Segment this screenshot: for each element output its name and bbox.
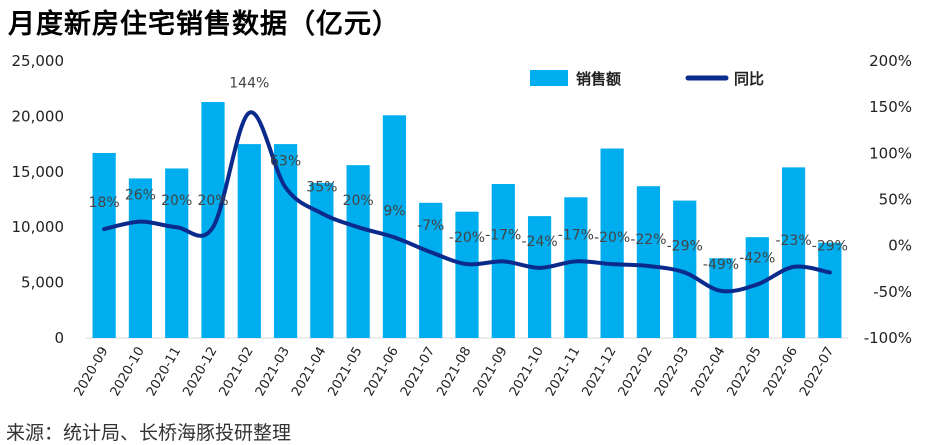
bar (201, 101, 225, 338)
data-label: -23% (775, 233, 811, 249)
data-label: 35% (306, 179, 337, 195)
data-label: -29% (812, 238, 848, 254)
data-label: 20% (197, 193, 228, 209)
bar (346, 165, 370, 338)
bar (455, 211, 479, 338)
bar-series (92, 101, 842, 339)
data-label: -22% (630, 232, 666, 248)
bar (818, 242, 842, 338)
x-tick-label: 2021-08 (434, 345, 474, 400)
data-label: -49% (703, 257, 739, 273)
data-label: 18% (89, 195, 120, 211)
data-label: -20% (449, 230, 485, 246)
y-right-tick-label: 150% (869, 98, 912, 116)
y-left-tick-label: 15,000 (12, 163, 65, 181)
bar (382, 115, 407, 339)
y-left-tick-label: 25,000 (12, 52, 65, 70)
chart-title: 月度新房住宅销售数据（亿元） (8, 9, 400, 40)
data-label: -24% (521, 234, 557, 250)
x-tick-label: 2021-05 (325, 345, 365, 400)
bar (527, 216, 552, 338)
data-label: -17% (485, 227, 521, 243)
data-label: 26% (125, 188, 156, 204)
x-tick-label: 2021-03 (253, 345, 293, 400)
x-tick-label: 2020-12 (180, 345, 220, 400)
bar (564, 197, 588, 338)
x-tick-label: 2020-11 (144, 345, 184, 400)
legend: 销售额 同比 (530, 70, 764, 88)
x-tick-label: 2022-03 (652, 345, 692, 400)
x-tick-label: 2021-10 (507, 345, 547, 400)
x-tick-label: 2022-07 (797, 345, 837, 400)
y-right-tick-label: 50% (879, 191, 912, 209)
data-label: -29% (667, 238, 703, 254)
x-tick-label: 2022-05 (725, 345, 765, 400)
x-tick-label: 2021-11 (543, 345, 583, 400)
x-tick-label: 2021-04 (289, 345, 329, 400)
y-left-tick-label: 0 (54, 329, 64, 347)
data-labels: 18% 26% 20% 20%144%63%35%20%9%-7%-20% -17% -2… (89, 76, 848, 273)
bar (673, 200, 697, 338)
y-left-tick-label: 5,000 (21, 274, 64, 292)
x-tick-label: 2021-07 (398, 345, 438, 400)
x-tick-label: 2021-02 (217, 345, 257, 400)
chart-source: 来源：统计局、长桥海豚投研整理 (6, 422, 292, 444)
data-label: 144% (229, 76, 269, 92)
bar (600, 148, 624, 338)
x-tick-label: 2022-02 (616, 345, 656, 400)
bar (419, 202, 443, 338)
data-label: -7% (417, 218, 444, 234)
legend-swatch-bar (530, 70, 568, 86)
y-left-tick-label: 20,000 (12, 107, 65, 125)
data-label: 20% (161, 193, 192, 209)
bar (165, 168, 189, 338)
y-left-tick-label: 10,000 (12, 218, 65, 236)
x-tick-label: 2021-09 (471, 345, 511, 400)
data-label: -20% (594, 230, 630, 246)
x-tick-label: 2020-10 (108, 345, 148, 400)
x-tick-label: 2022-04 (688, 345, 728, 400)
bar (745, 237, 769, 338)
y-right-tick-label: 200% (869, 52, 912, 70)
bar (709, 258, 733, 338)
y-right-tick-label: -50% (873, 283, 912, 301)
x-tick-label: 2020-09 (71, 345, 111, 400)
y-right-tick-label: 0% (888, 237, 912, 255)
data-label: -42% (739, 250, 775, 266)
bar (92, 152, 116, 338)
bar (128, 178, 153, 338)
legend-label-line: 同比 (734, 70, 764, 88)
y-right-tick-label: 100% (869, 144, 912, 162)
line-series (102, 110, 832, 294)
bar (781, 167, 806, 338)
data-label: 20% (343, 193, 374, 209)
x-tick-label: 2021-12 (579, 345, 619, 400)
x-tick-label: 2021-06 (362, 345, 402, 400)
bar (310, 182, 334, 338)
bar (237, 144, 261, 338)
data-label: 9% (383, 203, 405, 219)
line-path (102, 110, 832, 294)
data-label: -17% (558, 227, 594, 243)
x-tick-label: 2022-06 (761, 345, 801, 400)
legend-label-bar: 销售额 (576, 70, 621, 88)
bar (636, 186, 661, 338)
data-label: 63% (270, 153, 301, 169)
y-right-tick-label: -100% (864, 329, 912, 347)
